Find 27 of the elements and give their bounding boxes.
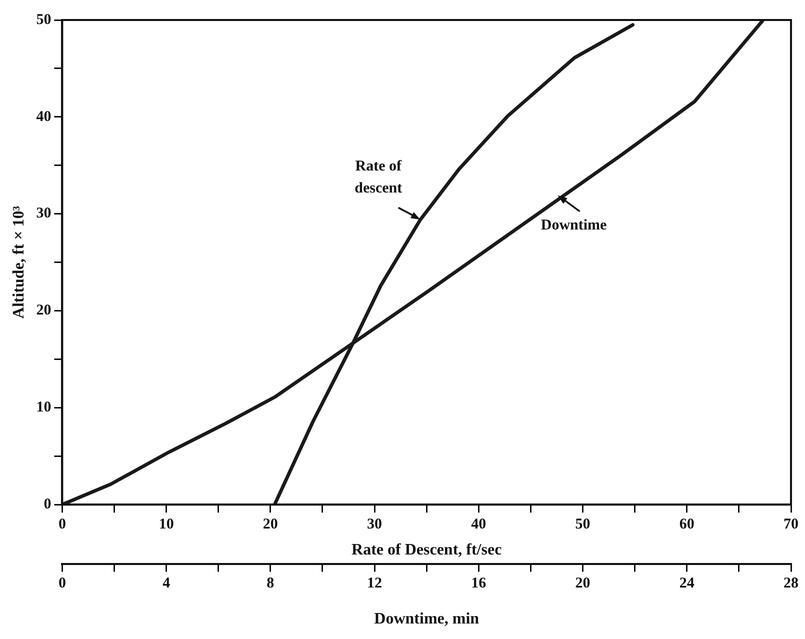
y-tick-label: 10 — [36, 400, 52, 416]
x2-tick-label: 0 — [58, 576, 66, 592]
x-tick-label: 20 — [262, 516, 278, 532]
y-tick-label: 0 — [44, 496, 52, 512]
y-tick-label: 40 — [36, 108, 52, 125]
x-tick-label: 50 — [575, 516, 590, 532]
x2-tick-label: 28 — [784, 576, 798, 592]
x2-tick-label: 20 — [575, 576, 590, 592]
x-tick-label: 0 — [58, 516, 66, 532]
x-tick-label: 10 — [158, 516, 174, 532]
y-tick-label: 20 — [36, 302, 52, 319]
x-tick-label: 40 — [471, 516, 486, 532]
x2-tick-label: 8 — [266, 576, 274, 592]
x2-axis-title: Downtime, min — [374, 610, 480, 628]
x-tick-label: 30 — [367, 516, 382, 532]
x2-tick-label: 4 — [162, 576, 171, 592]
y-tick-label: 30 — [36, 206, 52, 222]
x2-tick-label: 16 — [471, 576, 487, 592]
x-axis-title: Rate of Descent, ft/sec — [352, 541, 502, 558]
annotation: Rate of descent — [354, 158, 402, 197]
y-tick-label: 50 — [36, 12, 52, 28]
y-axis-title: Altitude, ft × 10³ — [10, 206, 28, 319]
annotation: Downtime — [540, 217, 608, 234]
x2-tick-label: 12 — [367, 576, 382, 592]
x2-tick-label: 24 — [679, 576, 695, 592]
x-tick-label: 70 — [784, 516, 798, 532]
x-tick-label: 60 — [679, 516, 694, 532]
